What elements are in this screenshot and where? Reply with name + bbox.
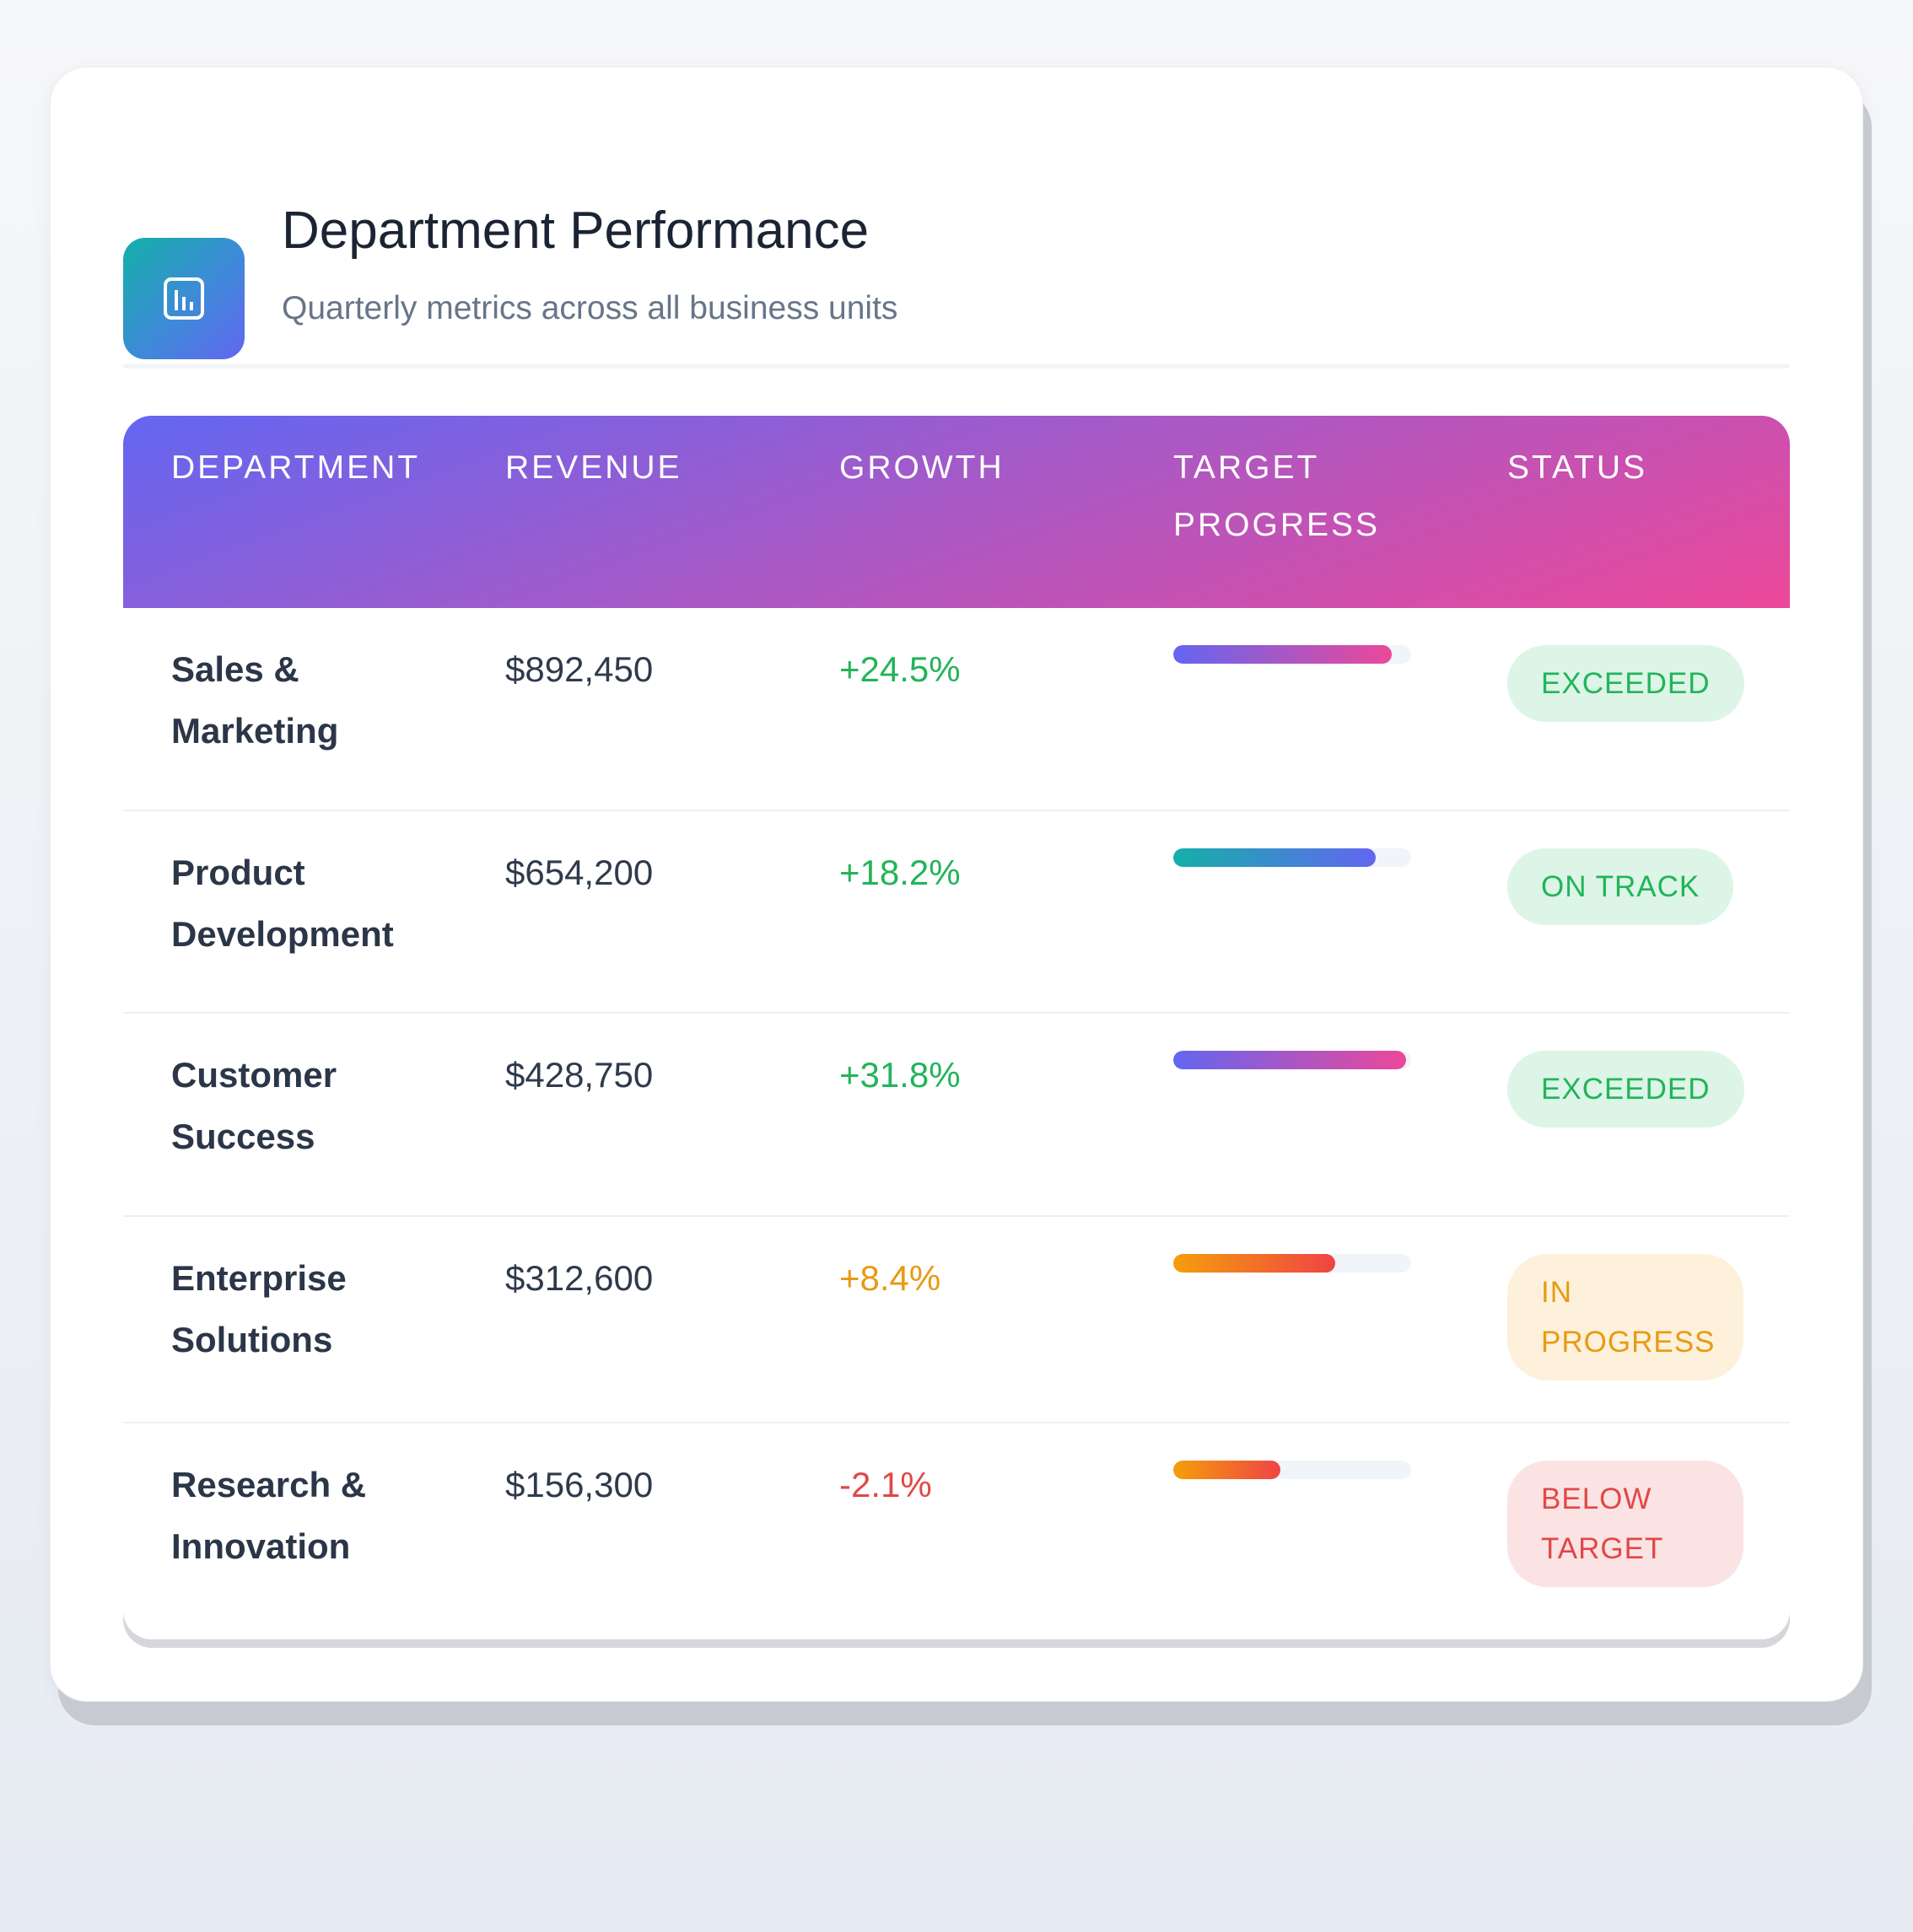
progress-fill — [1173, 848, 1376, 867]
growth-value: +18.2% — [839, 853, 961, 892]
progress-fill — [1173, 645, 1393, 664]
status-badge: EXCEEDED — [1507, 1051, 1744, 1127]
revenue-value: $428,750 — [505, 1055, 654, 1095]
department-name: Product Development — [171, 853, 394, 954]
column-header-target-progress[interactable]: TARGET PROGRESS — [1173, 449, 1381, 543]
progress-fill — [1173, 1254, 1335, 1273]
column-header-revenue[interactable]: REVENUE — [505, 449, 682, 486]
revenue-value: $892,450 — [505, 649, 654, 689]
table-row[interactable]: Product Development $654,200 +18.2% ON T… — [123, 811, 1790, 1014]
column-header-growth[interactable]: GROWTH — [839, 449, 1005, 486]
performance-card: Department Performance Quarterly metrics… — [50, 67, 1863, 1702]
progress-fill — [1173, 1051, 1407, 1069]
page-subtitle: Quarterly metrics across all business un… — [282, 290, 898, 326]
growth-value: +24.5% — [839, 649, 961, 689]
revenue-value: $156,300 — [505, 1465, 654, 1504]
card-header: Department Performance Quarterly metrics… — [123, 132, 1790, 385]
department-name: Customer Success — [171, 1055, 337, 1156]
column-header-department[interactable]: DEPARTMENT — [171, 449, 421, 486]
table-row[interactable]: Research & Innovation $156,300 -2.1% BEL… — [123, 1423, 1790, 1630]
revenue-value: $312,600 — [505, 1258, 654, 1298]
growth-value: -2.1% — [839, 1465, 932, 1504]
status-badge: BELOW TARGET — [1507, 1461, 1743, 1587]
status-badge: IN PROGRESS — [1507, 1254, 1743, 1380]
target-progress-bar — [1173, 645, 1411, 664]
target-progress-bar — [1173, 1461, 1411, 1479]
table-row[interactable]: Customer Success $428,750 +31.8% EXCEEDE… — [123, 1014, 1790, 1217]
status-badge: EXCEEDED — [1507, 645, 1744, 722]
column-header-status[interactable]: STATUS — [1507, 449, 1648, 486]
target-progress-bar — [1173, 1051, 1411, 1069]
department-name: Enterprise Solutions — [171, 1258, 347, 1359]
status-badge: ON TRACK — [1507, 848, 1734, 925]
department-name: Sales & Marketing — [171, 649, 339, 751]
department-name: Research & Innovation — [171, 1465, 367, 1566]
growth-value: +31.8% — [839, 1055, 961, 1095]
revenue-value: $654,200 — [505, 853, 654, 892]
table-row[interactable]: Enterprise Solutions $312,600 +8.4% IN P… — [123, 1217, 1790, 1423]
page-title: Department Performance — [282, 202, 870, 260]
table-header: DEPARTMENT REVENUE GROWTH TARGET PROGRES… — [123, 416, 1790, 608]
header-divider — [123, 364, 1790, 369]
growth-value: +8.4% — [839, 1258, 941, 1298]
target-progress-bar — [1173, 1254, 1411, 1273]
bar-chart-icon — [123, 238, 245, 359]
table-row[interactable]: Sales & Marketing $892,450 +24.5% EXCEED… — [123, 608, 1790, 811]
department-table: DEPARTMENT REVENUE GROWTH TARGET PROGRES… — [123, 416, 1790, 1639]
progress-fill — [1173, 1461, 1280, 1479]
target-progress-bar — [1173, 848, 1411, 867]
